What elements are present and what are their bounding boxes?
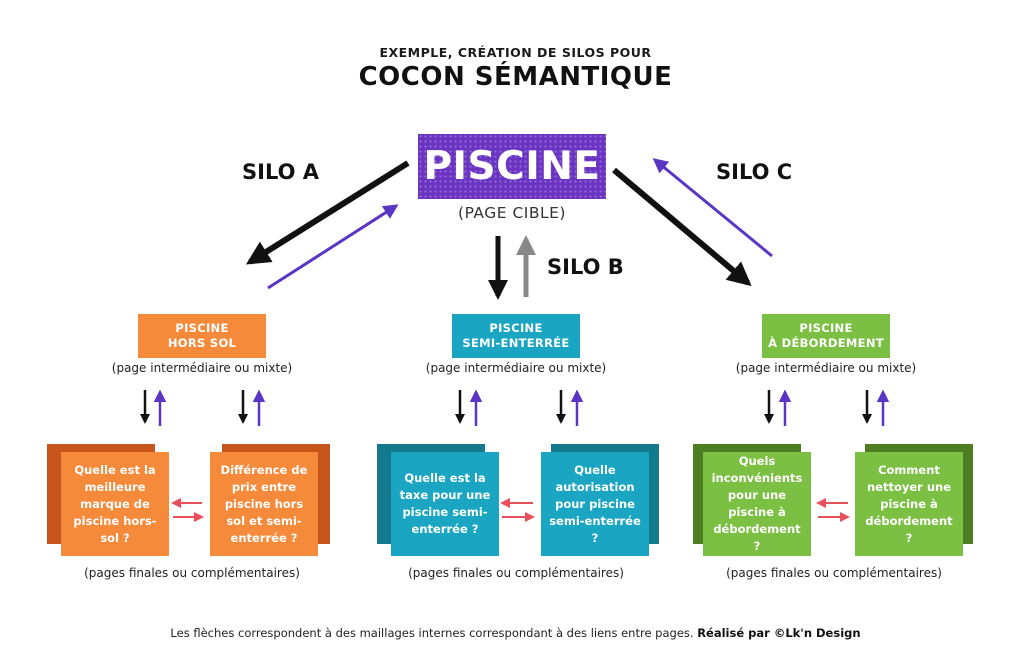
silo-c-label: SILO C bbox=[716, 160, 793, 184]
silo-c-category-line-1: PISCINE bbox=[799, 321, 853, 335]
silo-b-category-note: (page intermédiaire ou mixte) bbox=[425, 361, 607, 375]
silo-b-category-line-1: PISCINE bbox=[489, 321, 543, 335]
silo-c-category-note: (page intermédiaire ou mixte) bbox=[735, 361, 917, 375]
silo-a-leaves-note: (pages finales ou complémentaires) bbox=[84, 566, 300, 580]
silo-a-leaf-2-text: Différence de prix entre piscine hors so… bbox=[220, 462, 308, 545]
diagram-subtitle: EXEMPLE, CRÉATION DE SILOS POUR bbox=[379, 45, 652, 60]
silo-b-leaf-2: Quelle autorisation pour piscine semi-en… bbox=[541, 452, 649, 556]
silo-a-category-note: (page intermédiaire ou mixte) bbox=[111, 361, 293, 375]
silo-a-leaf-2: Différence de prix entre piscine hors so… bbox=[210, 452, 318, 556]
silo-c-leaf-1: Quels inconvénients pour une piscine à d… bbox=[703, 452, 811, 556]
footer-text: Les flèches correspondent à des maillage… bbox=[170, 626, 694, 640]
silo-b-category-box: PISCINE SEMI-ENTERRÉE bbox=[452, 314, 580, 358]
target-page-label: PISCINE bbox=[423, 144, 601, 189]
silo-a-up-arrow bbox=[267, 204, 399, 290]
silo-a-down-arrow bbox=[245, 160, 410, 265]
silo-c-up-arrow bbox=[652, 158, 773, 258]
silo-c-category-line-2: À DÉBORDEMENT bbox=[768, 336, 884, 350]
silo-c-down-arrow bbox=[612, 167, 752, 287]
diagram-title: COCON SÉMANTIQUE bbox=[358, 62, 673, 92]
silo-b-leaf-1: Quelle est la taxe pour une piscine semi… bbox=[391, 452, 499, 556]
silo-b-label: SILO B bbox=[547, 255, 624, 279]
silo-a-category-line-2: HORS SOL bbox=[167, 336, 237, 350]
silo-c-leaves-note: (pages finales ou complémentaires) bbox=[726, 566, 942, 580]
silo-c-leaf-1-text: Quels inconvénients pour une piscine à d… bbox=[711, 454, 803, 553]
silo-a-category-line-1: PISCINE bbox=[175, 321, 229, 335]
silo-a-leaf-1: Quelle est la meilleure marque de piscin… bbox=[61, 452, 169, 556]
silo-c-leaf-2: Comment nettoyer une piscine à débordeme… bbox=[855, 452, 963, 556]
silo-c-category-box: PISCINE À DÉBORDEMENT bbox=[762, 314, 890, 358]
silo-a-category-box: PISCINE HORS SOL bbox=[138, 314, 266, 358]
silo-b-leaf-2-text: Quelle autorisation pour piscine semi-en… bbox=[549, 462, 641, 545]
silo-b-leaf-1-text: Quelle est la taxe pour une piscine semi… bbox=[399, 471, 491, 536]
silo-b-category-line-2: SEMI-ENTERRÉE bbox=[462, 336, 570, 350]
footer-credit: Réalisé par ©Lk'n Design bbox=[697, 626, 861, 640]
footer-note: Les flèches correspondent à des maillage… bbox=[0, 626, 1031, 640]
target-page-sublabel: (PAGE CIBLE) bbox=[458, 204, 566, 222]
silo-b-leaves-note: (pages finales ou complémentaires) bbox=[408, 566, 624, 580]
silo-c-leaf-2-text: Comment nettoyer une piscine à débordeme… bbox=[865, 462, 953, 545]
target-page-box: PISCINE bbox=[418, 134, 606, 199]
silo-a-leaf-1-text: Quelle est la meilleure marque de piscin… bbox=[73, 462, 157, 545]
silo-a-label: SILO A bbox=[242, 160, 319, 184]
